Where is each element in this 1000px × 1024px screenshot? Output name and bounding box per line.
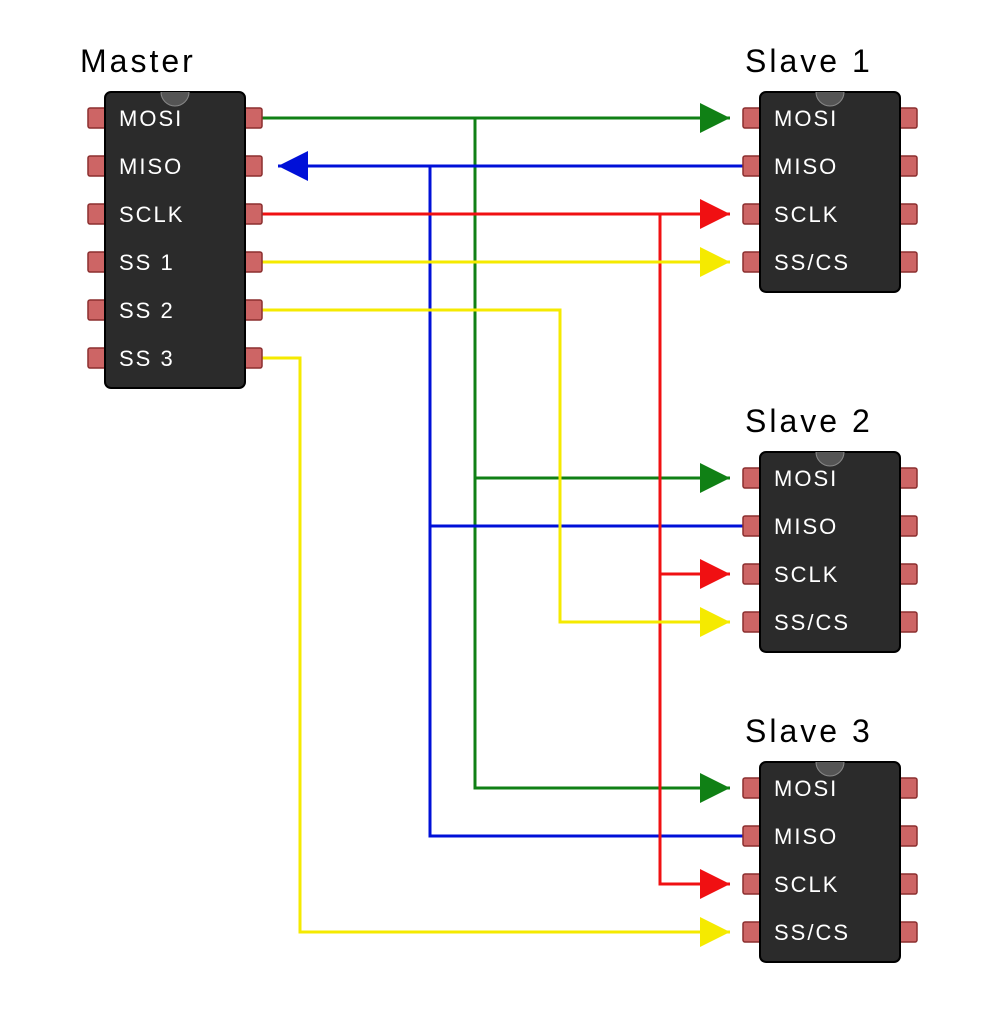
sclk-branch-slave2 [660,214,730,574]
slave3-pin-label-3: SS/CS [774,920,850,945]
slave2-pin-label-2: SCLK [774,562,839,587]
slave1-title: Slave 1 [745,43,873,79]
chip-slave3: MOSI MISO SCLK SS/CS [743,762,917,962]
slave3-pin-label-1: MISO [774,824,838,849]
master-pin-label-4: SS 2 [119,298,175,323]
chip-slave1: MOSI MISO SCLK SS/CS [743,92,917,292]
slave2-pin-label-1: MISO [774,514,838,539]
miso-slave2-join [430,166,743,526]
slave1-pin-label-0: MOSI [774,106,838,131]
slave3-title: Slave 3 [745,713,873,749]
slave1-pin-label-2: SCLK [774,202,839,227]
slave1-pin-label-3: SS/CS [774,250,850,275]
master-pin-label-3: SS 1 [119,250,175,275]
slave3-pin-label-2: SCLK [774,872,839,897]
slave2-title: Slave 2 [745,403,873,439]
slave2-pin-label-0: MOSI [774,466,838,491]
master-pin-label-1: MISO [119,154,183,179]
chip-slave2: MOSI MISO SCLK SS/CS [743,452,917,652]
spi-wiring-diagram: MOSI MISO SCLK SS 1 SS 2 SS 3 MOSI MISO SCLK SS/C… [0,0,1000,1024]
master-pin-label-0: MOSI [119,106,183,131]
master-pin-label-5: SS 3 [119,346,175,371]
chip-master: MOSI MISO SCLK SS 1 SS 2 SS 3 [88,92,262,388]
slave3-pin-label-0: MOSI [774,776,838,801]
mosi-branch-slave2 [475,118,730,478]
master-body [105,92,245,388]
master-title: Master [80,43,196,79]
slave2-pin-label-3: SS/CS [774,610,850,635]
slave1-pin-label-1: MISO [774,154,838,179]
master-pin-label-2: SCLK [119,202,184,227]
